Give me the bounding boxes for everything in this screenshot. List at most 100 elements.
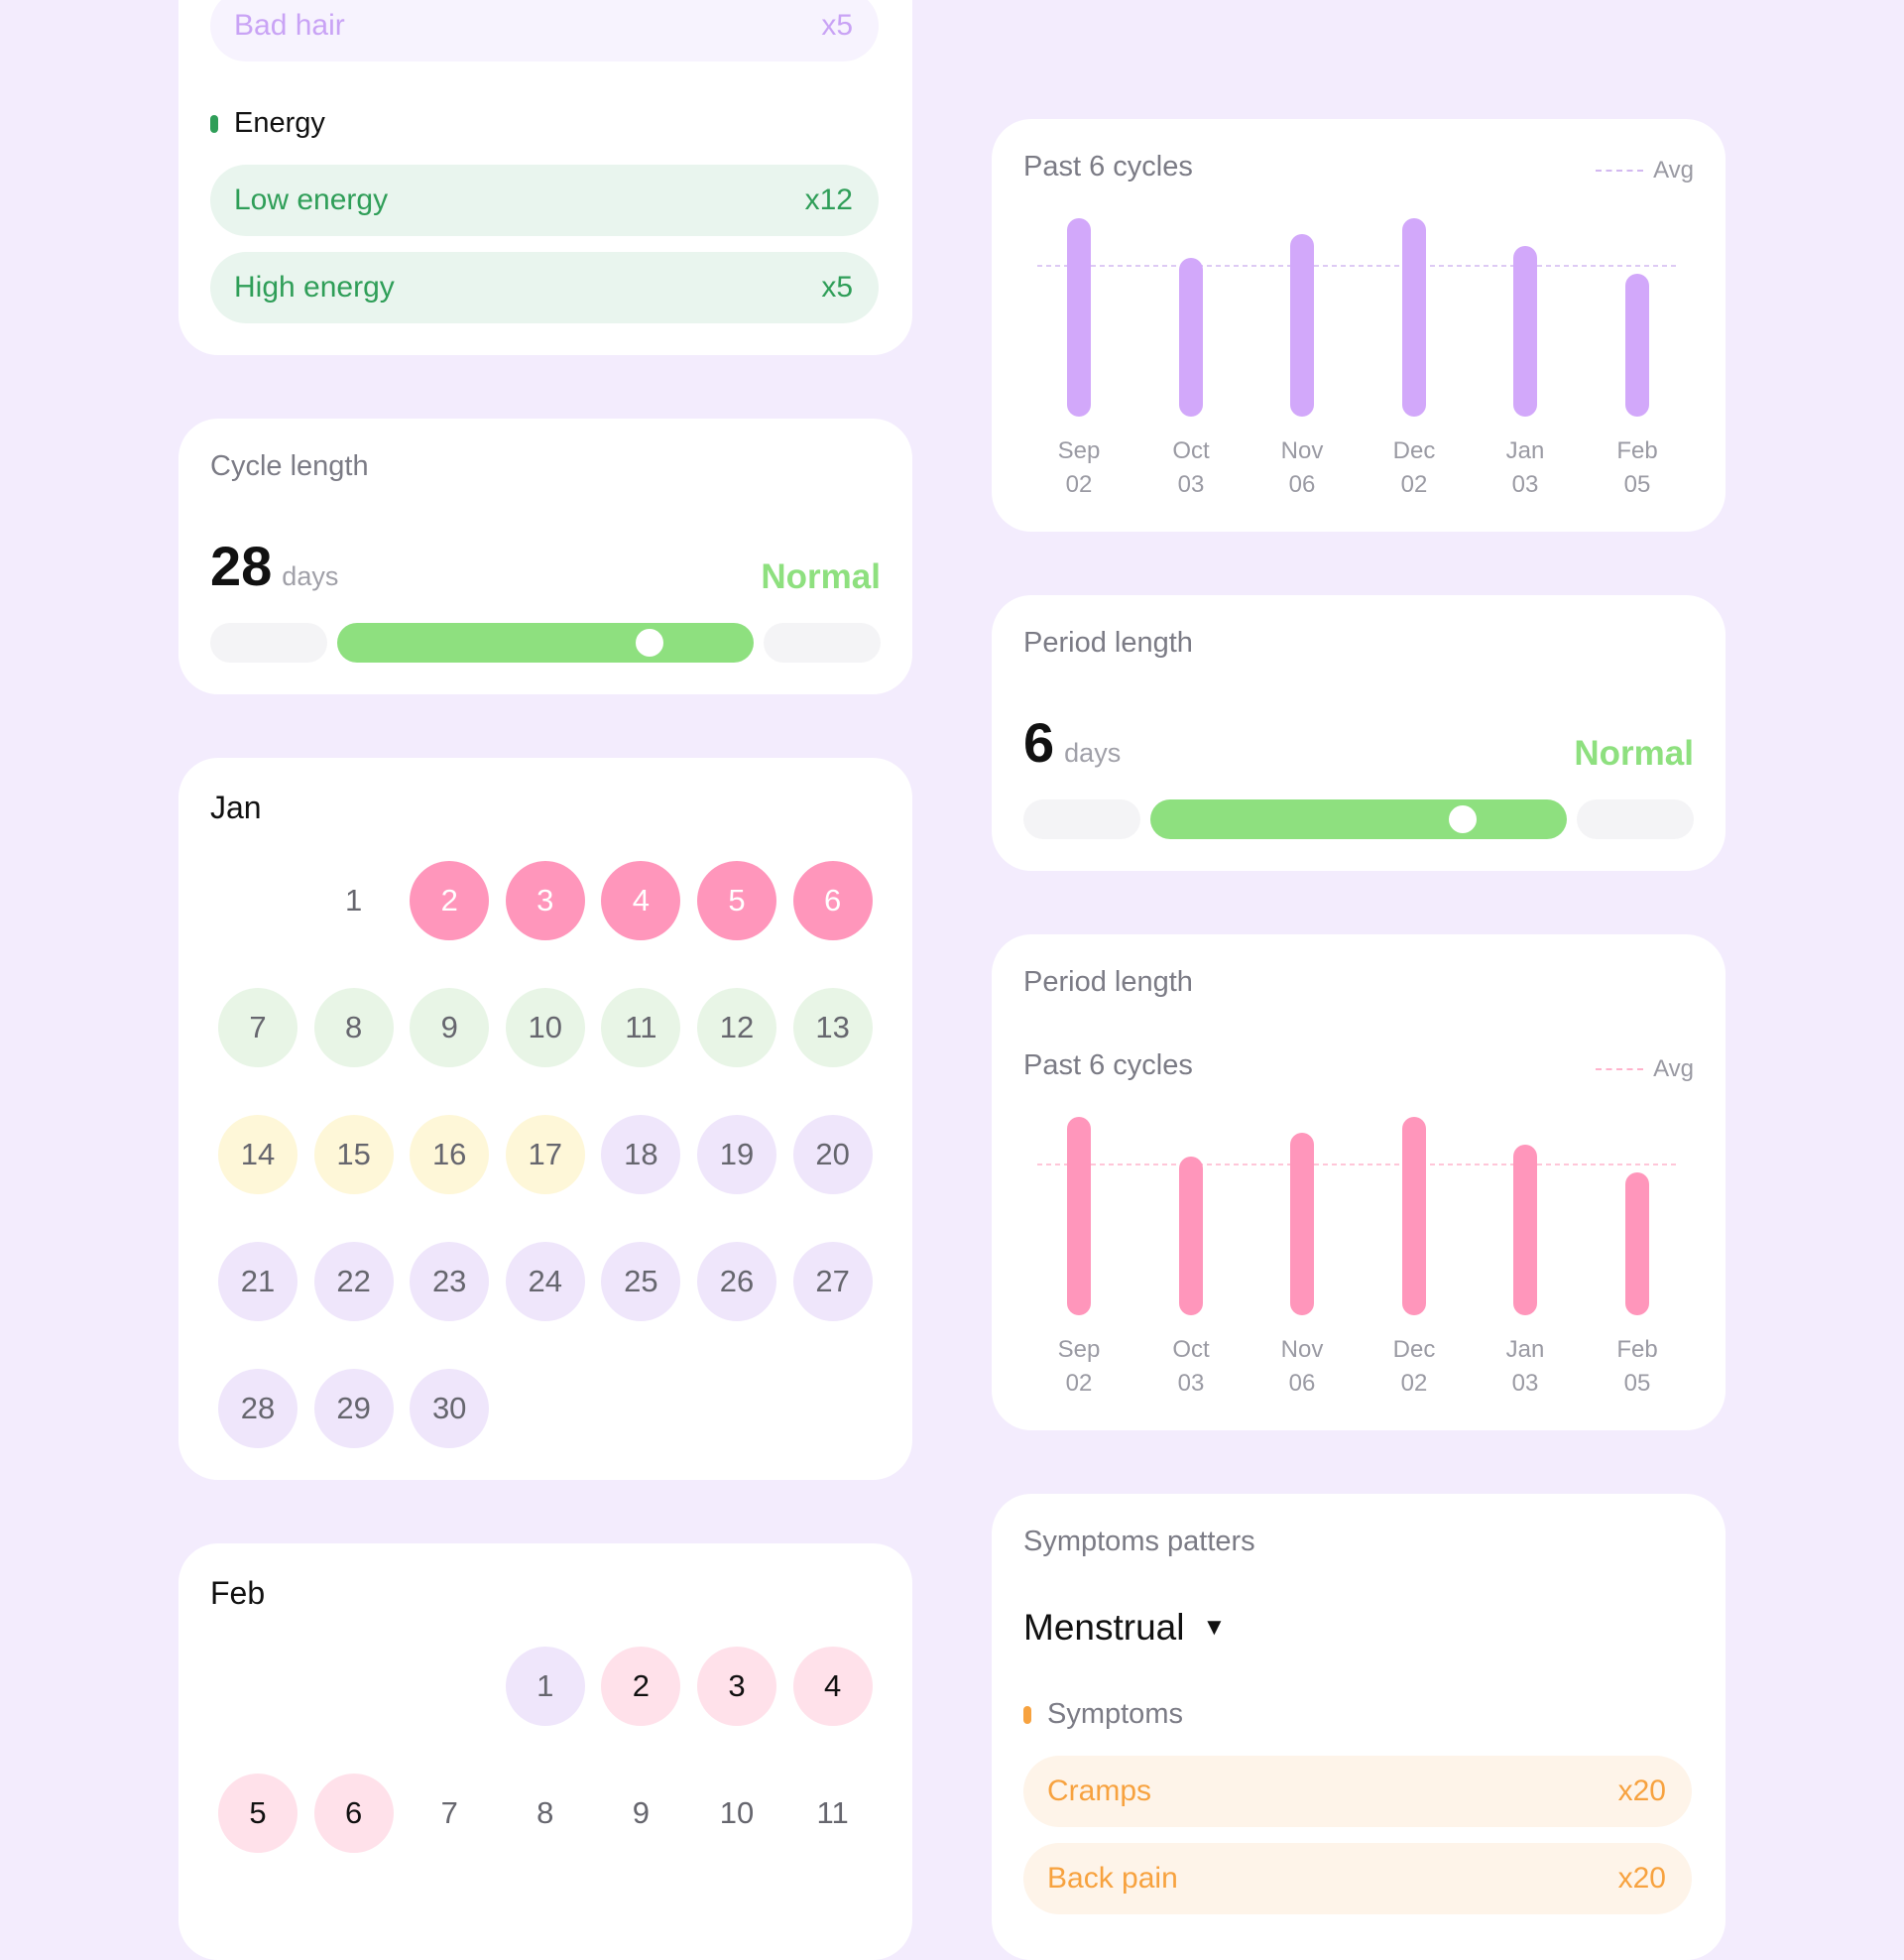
- calendar-day[interactable]: 12: [697, 988, 776, 1067]
- calendar-day[interactable]: 10: [505, 988, 585, 1067]
- calendar-day[interactable]: 8: [313, 988, 394, 1067]
- chart-legend: Avg: [1596, 1055, 1694, 1083]
- cramps-chip[interactable]: Cramps x20: [1023, 1756, 1692, 1827]
- x-tick-label: 03: [1512, 1370, 1539, 1397]
- slider-track-left: [1023, 799, 1140, 839]
- energy-indicator-icon: [210, 114, 218, 133]
- slider-track-right: [764, 623, 881, 663]
- chip-label: Back pain: [1047, 1862, 1178, 1895]
- calendar-day[interactable]: 17: [505, 1115, 585, 1194]
- chip-label: Bad hair: [234, 9, 345, 42]
- low-energy-chip[interactable]: Low energy x12: [210, 165, 879, 236]
- x-tick-label: Jan: [1506, 1336, 1545, 1363]
- calendar-day[interactable]: 2: [410, 861, 490, 940]
- calendar-day[interactable]: 8: [536, 1795, 554, 1830]
- chart-bar[interactable]: [1625, 274, 1649, 417]
- chart-bar[interactable]: [1179, 1157, 1203, 1315]
- slider-track-left: [210, 623, 327, 663]
- month-title: Jan: [210, 790, 262, 825]
- x-tick-label: 03: [1178, 471, 1205, 498]
- x-tick-label: 06: [1289, 471, 1316, 498]
- calendar-day[interactable]: 2: [601, 1647, 681, 1726]
- calendar-day[interactable]: 30: [410, 1369, 490, 1448]
- bad-hair-chip[interactable]: Bad hair x5: [210, 0, 879, 61]
- calendar-day[interactable]: 11: [601, 988, 681, 1067]
- card-title: Period length: [1023, 627, 1193, 659]
- chart-bar[interactable]: [1625, 1172, 1649, 1315]
- calendar-day[interactable]: 4: [601, 861, 681, 940]
- phase-dropdown[interactable]: Menstrual ▼: [1023, 1607, 1226, 1649]
- chart-legend: Avg: [1596, 157, 1694, 184]
- chart-bar[interactable]: [1513, 1145, 1537, 1315]
- high-energy-chip[interactable]: High energy x5: [210, 252, 879, 323]
- period-chart-card: Period length Past 6 cycles Avg Sep 02 Oct…: [992, 934, 1726, 1430]
- slider-knob[interactable]: [1443, 799, 1483, 839]
- calendar-day[interactable]: 1: [344, 883, 363, 918]
- calendar-day[interactable]: 6: [792, 861, 873, 940]
- calendar-day[interactable]: 26: [697, 1242, 776, 1321]
- status-label: Normal: [1574, 734, 1694, 773]
- calendar-day[interactable]: 5: [218, 1774, 298, 1853]
- calendar-day[interactable]: 4: [792, 1647, 873, 1726]
- calendar-day[interactable]: 7: [440, 1795, 458, 1830]
- slider-track-normal: [1150, 799, 1567, 839]
- calendar-day[interactable]: 29: [313, 1369, 394, 1448]
- calendar-day[interactable]: 1: [505, 1647, 585, 1726]
- calendar-day[interactable]: 3: [697, 1647, 776, 1726]
- chart-bar[interactable]: [1402, 1117, 1426, 1315]
- avg-dash-icon: [1596, 1068, 1644, 1070]
- back-pain-chip[interactable]: Back pain x20: [1023, 1843, 1692, 1914]
- slider-track-right: [1577, 799, 1694, 839]
- chart-title: Period length: [1023, 966, 1193, 998]
- calendar-day[interactable]: 14: [218, 1115, 298, 1194]
- calendar-day[interactable]: 28: [218, 1369, 298, 1448]
- calendar-day[interactable]: 9: [410, 988, 490, 1067]
- x-tick-label: Nov: [1281, 1336, 1324, 1363]
- calendar-day[interactable]: 9: [632, 1795, 651, 1830]
- chart-bar[interactable]: [1513, 246, 1537, 417]
- calendar-day[interactable]: 27: [792, 1242, 873, 1321]
- chart-bar[interactable]: [1179, 258, 1203, 417]
- calendar-day[interactable]: 10: [719, 1795, 755, 1830]
- chart-bar[interactable]: [1402, 218, 1426, 417]
- x-tick-label: 02: [1066, 471, 1093, 498]
- calendar-day[interactable]: 5: [697, 861, 776, 940]
- calendar-day[interactable]: 6: [313, 1774, 394, 1853]
- slider-knob[interactable]: [630, 623, 669, 663]
- chart-bar[interactable]: [1290, 1133, 1314, 1315]
- chart-bar[interactable]: [1067, 218, 1091, 417]
- chip-count: x5: [821, 9, 853, 42]
- status-label: Normal: [761, 557, 881, 596]
- calendar-day[interactable]: 20: [792, 1115, 873, 1194]
- energy-group-label: Energy: [210, 107, 325, 140]
- calendar-day[interactable]: 23: [410, 1242, 490, 1321]
- x-tick-label: 05: [1624, 1370, 1651, 1397]
- chart-bar[interactable]: [1067, 1117, 1091, 1315]
- calendar-day[interactable]: 18: [601, 1115, 681, 1194]
- x-tick-label: Feb: [1616, 1336, 1657, 1363]
- calendar-day[interactable]: 25: [601, 1242, 681, 1321]
- chart-title: Past 6 cycles: [1023, 151, 1193, 183]
- calendar-day[interactable]: 16: [410, 1115, 490, 1194]
- x-tick-label: 02: [1066, 1370, 1093, 1397]
- calendar-day[interactable]: 19: [697, 1115, 776, 1194]
- period-bar-chart: Sep 02 Oct 03 Nov 06 Dec 02 Jan 03 Feb 05: [1037, 1117, 1676, 1397]
- dropdown-value: Menstrual: [1023, 1607, 1185, 1648]
- chip-label: Low energy: [234, 184, 389, 216]
- chip-label: High energy: [234, 271, 395, 304]
- chip-label: Cramps: [1047, 1775, 1152, 1807]
- calendar-day[interactable]: 22: [313, 1242, 394, 1321]
- calendar-day[interactable]: 3: [505, 861, 585, 940]
- chart-bar[interactable]: [1290, 234, 1314, 417]
- calendar-day[interactable]: 13: [792, 988, 873, 1067]
- calendar-day[interactable]: 21: [218, 1242, 298, 1321]
- cycle-length-card: Cycle length 28 days Normal: [178, 419, 912, 694]
- calendar-day[interactable]: 11: [816, 1795, 849, 1830]
- chart-subtitle: Past 6 cycles: [1023, 1049, 1193, 1081]
- calendar-day[interactable]: 15: [313, 1115, 394, 1194]
- chip-count: x20: [1617, 1862, 1666, 1895]
- calendar-day[interactable]: 7: [218, 988, 298, 1067]
- chip-count: x20: [1617, 1775, 1666, 1807]
- calendar-day[interactable]: 24: [505, 1242, 585, 1321]
- x-tick-label: 05: [1624, 471, 1651, 498]
